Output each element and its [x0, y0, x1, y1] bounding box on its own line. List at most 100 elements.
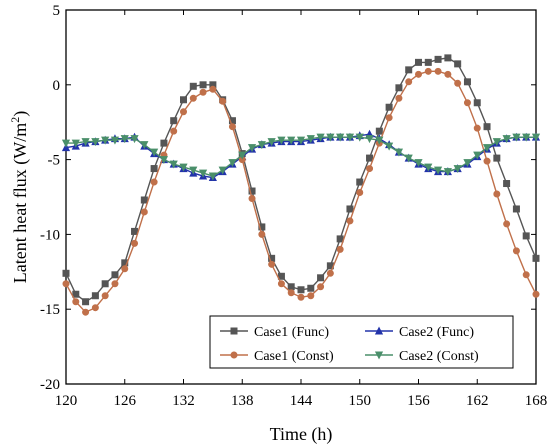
data-point: [140, 141, 149, 150]
data-point: [356, 189, 364, 197]
data-point: [82, 308, 90, 316]
x-tick-label: 162: [466, 393, 489, 409]
data-point: [443, 168, 452, 177]
data-point: [297, 293, 305, 301]
data-point: [395, 94, 403, 102]
data-point: [502, 135, 511, 144]
data-point: [287, 289, 295, 297]
data-point: [307, 284, 315, 292]
legend-marker: [374, 351, 384, 360]
legend-label: Case2 (Func): [399, 325, 474, 340]
data-point: [131, 227, 139, 235]
data-point: [228, 159, 237, 168]
data-point: [62, 269, 70, 277]
data-point: [473, 99, 481, 107]
data-point: [414, 70, 422, 78]
data-point: [219, 97, 227, 105]
x-tick-label: 138: [231, 393, 254, 409]
data-point: [199, 88, 207, 96]
y-tick-label: -15: [40, 302, 60, 318]
x-tick-label: 120: [55, 393, 78, 409]
data-point: [111, 271, 119, 279]
data-point: [366, 165, 374, 173]
data-point: [483, 123, 491, 131]
data-point: [405, 66, 413, 74]
data-point: [395, 84, 403, 92]
data-point: [385, 103, 393, 111]
data-point: [140, 208, 148, 216]
data-point: [72, 290, 80, 298]
data-point: [307, 292, 315, 300]
data-point: [492, 138, 501, 147]
data-point: [159, 156, 169, 165]
data-point: [454, 60, 462, 68]
x-axis-title: Time (h): [270, 424, 333, 445]
data-point: [482, 144, 492, 153]
legend-box: [209, 315, 514, 369]
data-point: [424, 67, 432, 75]
data-point: [189, 166, 198, 175]
data-point: [375, 136, 384, 145]
data-point: [228, 123, 236, 131]
data-point: [366, 154, 374, 162]
data-point: [346, 205, 354, 213]
data-point: [326, 133, 335, 142]
data-point: [91, 304, 99, 312]
data-point: [218, 166, 227, 175]
x-tick-label: 126: [114, 393, 137, 409]
data-point: [267, 138, 276, 147]
data-point: [365, 135, 374, 144]
data-point: [356, 178, 364, 186]
data-point: [62, 280, 70, 288]
data-point: [209, 85, 217, 93]
data-point: [247, 144, 257, 153]
data-point: [130, 135, 139, 144]
data-point: [189, 94, 197, 102]
legend-marker: [374, 326, 384, 335]
series-1: [62, 54, 540, 306]
data-point: [208, 172, 217, 181]
data-point: [257, 141, 266, 150]
data-point: [404, 154, 413, 163]
y-tick-label: 5: [53, 3, 61, 19]
data-point: [434, 55, 442, 63]
series-3: [62, 67, 540, 316]
data-point: [532, 254, 540, 262]
legend-item: Case2 (Func): [365, 325, 474, 340]
data-point: [336, 133, 345, 142]
data-point: [326, 269, 334, 277]
data-point: [493, 154, 501, 162]
series-4: [61, 133, 541, 181]
x-tick-label: 132: [172, 393, 195, 409]
data-point: [414, 159, 423, 168]
y-tick-label: 0: [53, 78, 61, 94]
data-point: [346, 217, 354, 225]
series-layer: [61, 54, 541, 316]
data-point: [120, 135, 129, 144]
y-axis-title: Latent heat flux (W/m2): [8, 111, 31, 283]
series-line: [65, 70, 537, 314]
data-point: [522, 232, 530, 240]
data-point: [463, 159, 472, 168]
data-point: [180, 108, 188, 116]
data-point: [82, 298, 90, 306]
x-tick-label: 156: [407, 393, 430, 409]
data-point: [306, 135, 315, 144]
data-point: [473, 151, 482, 160]
data-point: [483, 157, 491, 165]
data-point: [317, 283, 325, 291]
data-point: [414, 58, 422, 66]
data-point: [189, 82, 197, 90]
data-point: [493, 190, 501, 198]
data-point: [336, 245, 344, 253]
data-point: [140, 196, 148, 204]
x-tick-label: 144: [290, 393, 313, 409]
data-point: [512, 133, 521, 142]
legend-label: Case1 (Const): [254, 349, 334, 364]
data-point: [121, 265, 129, 273]
data-point: [277, 280, 285, 288]
data-point: [160, 139, 168, 147]
data-point: [150, 165, 158, 173]
y-tick-label: -20: [40, 377, 60, 393]
